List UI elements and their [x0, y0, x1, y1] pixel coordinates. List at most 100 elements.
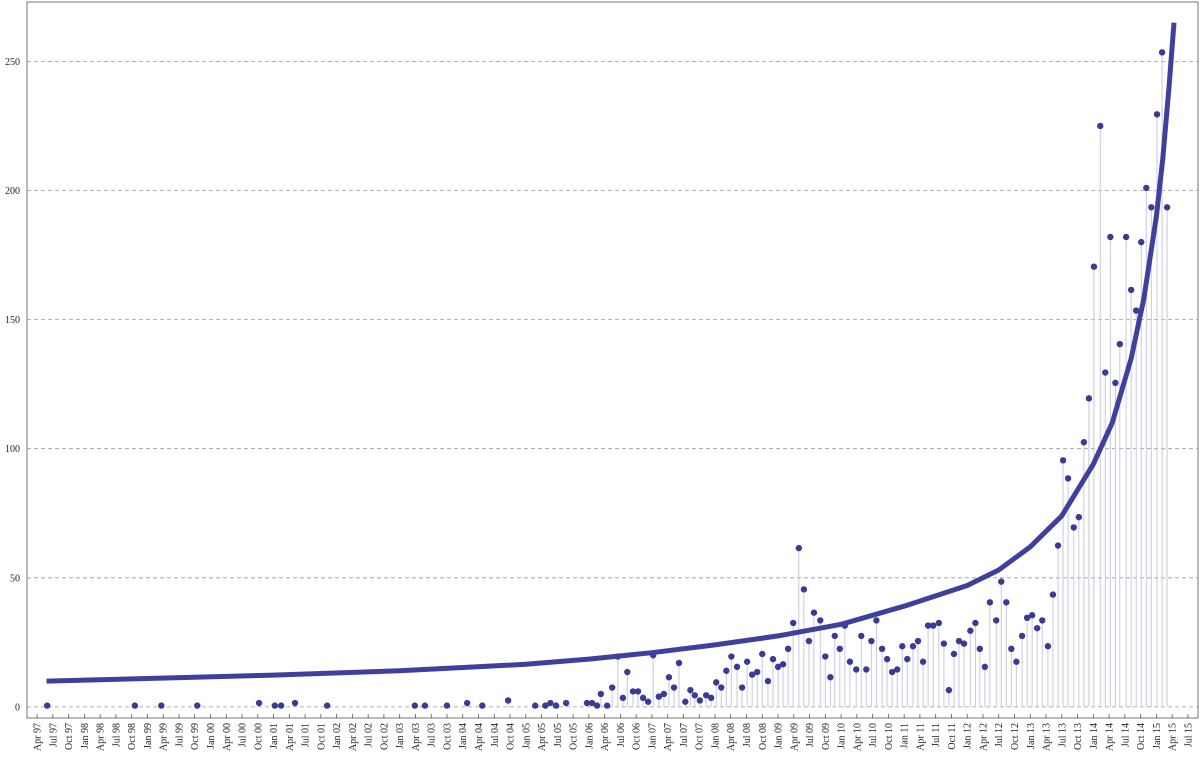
y-tick-label: 100	[5, 444, 20, 455]
point	[682, 698, 689, 705]
point	[967, 627, 974, 634]
point	[945, 686, 953, 694]
point	[547, 699, 554, 707]
point	[588, 699, 596, 707]
x-tick-label: Apr 13	[1042, 723, 1053, 751]
point	[1064, 475, 1072, 482]
y-tick-label: 50	[10, 573, 20, 584]
x-tick-label: Jan 07	[647, 723, 658, 749]
point	[603, 702, 611, 709]
y-tick-label: 150	[5, 315, 20, 326]
point	[748, 671, 756, 678]
point	[846, 658, 854, 665]
point	[277, 702, 285, 709]
point	[1059, 457, 1067, 464]
point	[810, 609, 818, 616]
point	[562, 699, 570, 707]
x-tick-label: Oct 04	[506, 723, 517, 750]
point	[291, 699, 299, 707]
x-tick-label: Jul 02	[364, 723, 375, 747]
point	[873, 617, 880, 624]
point	[1158, 49, 1166, 56]
x-tick-label: Jan 02	[332, 723, 343, 749]
x-tick-label: Jan 08	[710, 723, 721, 749]
point	[158, 702, 165, 709]
point	[738, 684, 746, 691]
y-tick-label: 0	[15, 702, 20, 713]
point	[1107, 233, 1114, 241]
x-tick-label: Apr 98	[96, 723, 107, 751]
fit-curve	[46, 22, 1177, 684]
point	[1090, 263, 1098, 270]
point	[1163, 204, 1171, 211]
x-tick-label: Jan 11	[900, 723, 911, 748]
point	[754, 668, 761, 676]
x-tick-label: Oct 02	[379, 723, 390, 750]
point	[696, 697, 704, 704]
x-tick-label: Apr 07	[663, 723, 674, 751]
x-tick-label: Jan 15	[1152, 723, 1163, 749]
x-tick-label: Apr 15	[1168, 723, 1179, 751]
point	[981, 663, 989, 671]
y-tick-label: 250	[5, 57, 20, 68]
x-tick-label: Jan 10	[837, 723, 848, 749]
x-tick-label: Jul 01	[301, 723, 312, 747]
point	[888, 668, 896, 676]
point	[43, 702, 51, 709]
point	[805, 637, 813, 645]
point	[929, 622, 937, 629]
point	[743, 658, 751, 665]
point	[1133, 307, 1140, 314]
point	[1085, 395, 1093, 402]
point	[1054, 542, 1062, 549]
x-tick-label: Jul 15	[1183, 723, 1194, 747]
point	[831, 632, 838, 640]
point	[644, 698, 652, 705]
point	[986, 599, 994, 606]
x-tick-label: Apr 05	[537, 723, 548, 751]
x-tick-label: Apr 00	[222, 723, 233, 751]
point	[1039, 617, 1046, 624]
point	[639, 694, 647, 702]
point	[924, 622, 932, 629]
point	[1138, 238, 1145, 246]
point	[789, 619, 797, 627]
point	[909, 643, 917, 650]
point	[702, 692, 710, 699]
point	[950, 650, 958, 658]
point	[687, 686, 694, 694]
x-tick-label: Jan 05	[521, 723, 532, 749]
plot-frame	[26, 1, 1199, 719]
point	[411, 702, 419, 709]
x-tick-label: Jan 13	[1026, 723, 1037, 749]
x-tick-label: Jul 98	[111, 723, 122, 747]
x-tick-label: Jan 09	[774, 723, 785, 749]
point	[593, 702, 601, 709]
y-tick-label: 200	[5, 186, 20, 197]
point	[972, 619, 979, 627]
point	[774, 663, 782, 671]
point	[1008, 645, 1015, 653]
x-tick-label: Jan 12	[963, 723, 974, 749]
point	[255, 699, 263, 707]
x-tick-label: Jul 11	[931, 723, 942, 747]
point	[1143, 184, 1150, 192]
point	[955, 637, 963, 645]
point	[1018, 632, 1026, 640]
point	[904, 655, 911, 663]
point	[1148, 204, 1155, 211]
point	[894, 666, 901, 673]
x-tick-label: Apr 02	[348, 723, 359, 751]
point	[935, 619, 943, 627]
point	[858, 632, 865, 640]
point	[624, 668, 631, 676]
point	[665, 674, 673, 681]
point	[1127, 286, 1135, 294]
point	[817, 617, 824, 624]
point	[691, 692, 698, 699]
point	[634, 688, 642, 695]
point	[629, 688, 637, 695]
x-tick-label: Oct 09	[821, 723, 832, 750]
point	[443, 702, 451, 709]
point	[660, 690, 668, 698]
